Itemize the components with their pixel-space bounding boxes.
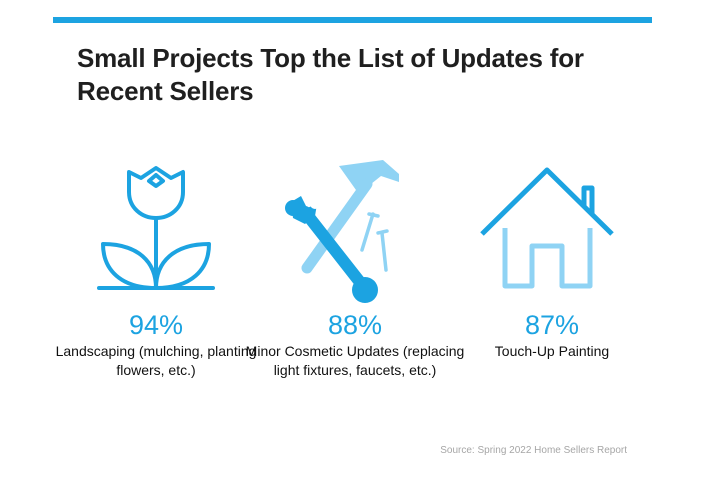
- landscaping-percent: 94%: [128, 310, 184, 340]
- stat-landscaping: 94% Landscaping (mulching, planting flow…: [46, 150, 266, 379]
- hammer-wrench-nails-icon: [285, 160, 399, 303]
- painting-label: Touch-Up Painting: [494, 343, 610, 359]
- house-icon: [480, 167, 614, 289]
- source-note: Source: Spring 2022 Home Sellers Report: [440, 445, 627, 456]
- tulip-icon: [97, 166, 215, 290]
- painting-percent: 87%: [524, 310, 580, 340]
- top-accent-bar: [53, 17, 652, 23]
- stat-cosmetic-updates: 88% Minor Cosmetic Updates (replacing li…: [245, 150, 465, 379]
- cosmetic-percent: 88%: [327, 310, 383, 340]
- landscaping-label: Landscaping (mulching, planting flowers,…: [55, 343, 257, 378]
- stat-touch-up-painting: 87% Touch-Up Painting: [442, 150, 662, 361]
- cosmetic-label: Minor Cosmetic Updates (replacing light …: [245, 343, 465, 378]
- page-title: Small Projects Top the List of Updates f…: [77, 43, 584, 106]
